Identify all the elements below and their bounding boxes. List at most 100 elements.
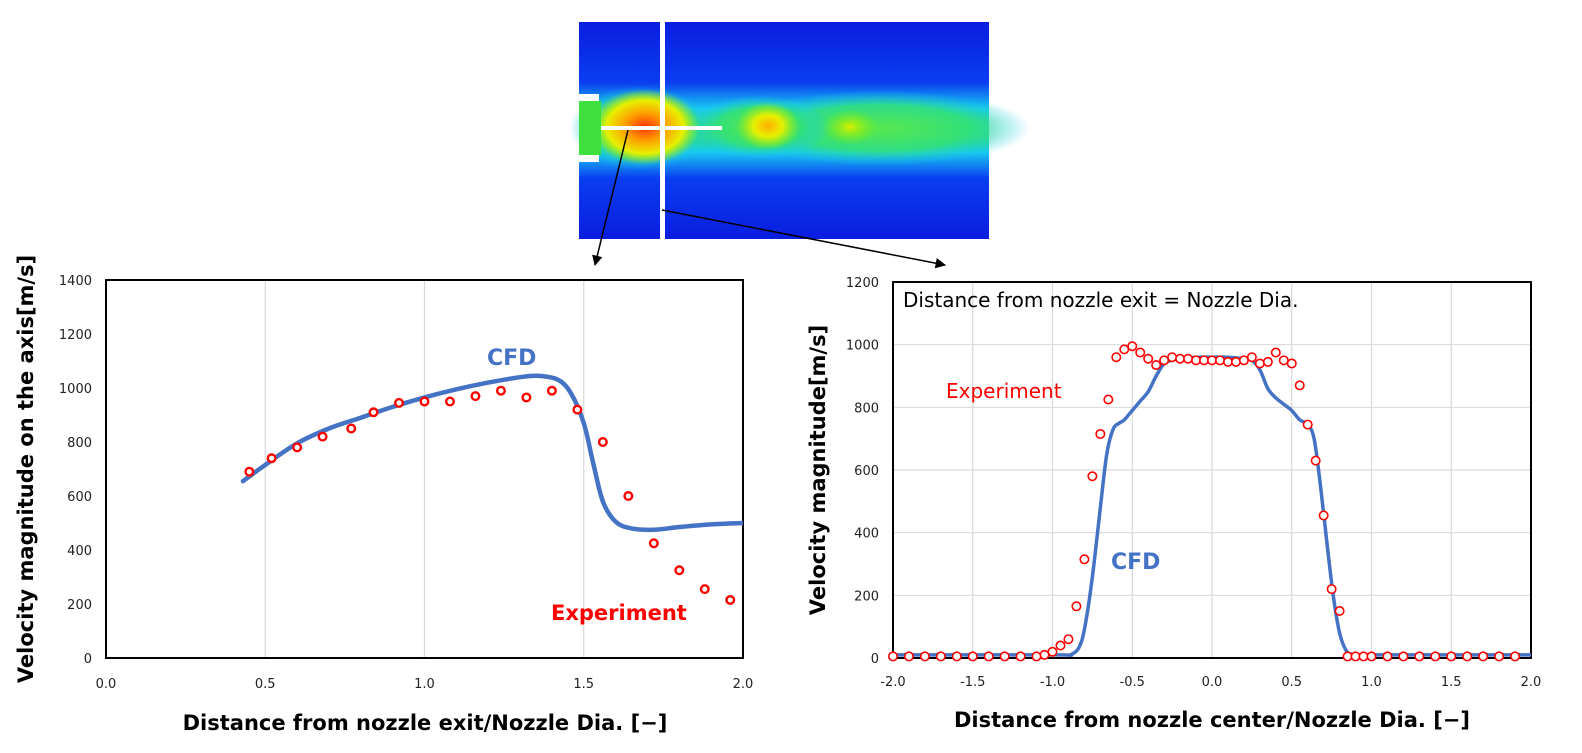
arrow-to-axis-chart bbox=[592, 129, 629, 267]
chart-b-experiment-point bbox=[999, 651, 1010, 662]
chart-a-experiment-point bbox=[648, 538, 659, 549]
chart-b-x-tick-label: -1.5 bbox=[960, 675, 985, 690]
chart-b-x-tick-label: 0.5 bbox=[1281, 675, 1302, 690]
chart-b-experiment-point bbox=[1238, 355, 1249, 366]
chart-a-x-tick-label: 0.5 bbox=[255, 677, 276, 692]
chart-b-experiment-point bbox=[1414, 651, 1425, 662]
chart-b-experiment-label: Experiment bbox=[946, 379, 1062, 403]
chart-a-y-axis-title: Velocity magnitude on the axis[m/s] bbox=[14, 255, 38, 683]
chart-b-experiment-point bbox=[1254, 358, 1265, 369]
chart-a-y-tick-label: 0 bbox=[84, 652, 92, 667]
chart-b-experiment-point bbox=[1047, 646, 1058, 657]
chart-b-plot-frame bbox=[892, 281, 1532, 659]
chart-b-experiment-point bbox=[967, 651, 978, 662]
chart-a-experiment-point bbox=[419, 396, 430, 407]
chart-b-experiment-point bbox=[1127, 341, 1138, 352]
chart-b-y-tick-label: 800 bbox=[854, 401, 879, 416]
chart-a-experiment-point bbox=[292, 442, 303, 453]
chart-b-experiment-point bbox=[1398, 651, 1409, 662]
chart-b-x-tick-label: -2.0 bbox=[880, 675, 905, 690]
chart-b-condition-note: Distance from nozzle exit = Nozzle Dia. bbox=[903, 288, 1298, 312]
chart-b-experiment-point bbox=[1494, 651, 1505, 662]
chart-a-plot-frame bbox=[105, 279, 744, 659]
chart-b-experiment-point bbox=[1143, 353, 1154, 364]
chart-b-experiment-point bbox=[1071, 601, 1082, 612]
chart-b-y-tick-label: 400 bbox=[854, 527, 879, 542]
chart-b-experiment-point bbox=[1119, 344, 1130, 355]
chart-a-experiment-point bbox=[674, 565, 685, 576]
chart-a-y-tick-label: 800 bbox=[67, 436, 92, 451]
chart-b-x-tick-label: -0.5 bbox=[1120, 675, 1145, 690]
chart-b-experiment-point bbox=[1294, 380, 1305, 391]
chart-a-y-tick-label: 1200 bbox=[59, 328, 92, 343]
chart-b-experiment-point bbox=[1015, 651, 1026, 662]
chart-b-experiment-point bbox=[1302, 419, 1313, 430]
chart-a-experiment-point bbox=[521, 392, 532, 403]
chart-a-y-tick-label: 600 bbox=[67, 490, 92, 505]
chart-a-experiment-point bbox=[470, 391, 481, 402]
chart-a-x-tick-label: 1.5 bbox=[573, 677, 594, 692]
chart-b-experiment-point bbox=[1175, 353, 1186, 364]
chart-a-experiment-point bbox=[346, 423, 357, 434]
chart-a-experiment-point bbox=[623, 491, 634, 502]
chart-b-x-tick-label: 0.0 bbox=[1202, 675, 1223, 690]
chart-b-x-axis-title: Distance from nozzle center/Nozzle Dia. … bbox=[954, 708, 1470, 732]
chart-b-experiment-point bbox=[903, 651, 914, 662]
chart-a-experiment-point bbox=[495, 385, 506, 396]
chart-b-experiment-point bbox=[1079, 554, 1090, 565]
chart-a-y-tick-label: 200 bbox=[67, 598, 92, 613]
chart-a-y-tick-label: 1000 bbox=[59, 382, 92, 397]
chart-b-experiment-point bbox=[1087, 471, 1098, 482]
chart-a-experiment-point bbox=[546, 385, 557, 396]
chart-a-grid bbox=[264, 280, 585, 658]
chart-b-experiment-point bbox=[1214, 355, 1225, 366]
chart-b-grid bbox=[893, 282, 1531, 658]
chart-b-experiment-point bbox=[1382, 651, 1393, 662]
chart-b-experiment-point bbox=[1270, 347, 1281, 358]
chart-a-experiment-point bbox=[444, 396, 455, 407]
chart-b-experiment-point bbox=[1462, 651, 1473, 662]
chart-b-experiment-point bbox=[1207, 355, 1218, 366]
chart-b-experiment-point bbox=[1199, 355, 1210, 366]
chart-a-x-tick-label: 2.0 bbox=[733, 677, 754, 692]
chart-b-experiment-point bbox=[1031, 651, 1042, 662]
chart-b-experiment-point bbox=[1430, 651, 1441, 662]
chart-a-cfd-label: CFD bbox=[487, 346, 536, 371]
chart-b-experiment-point bbox=[1334, 605, 1345, 616]
chart-b-experiment-point bbox=[1342, 651, 1353, 662]
chart-a-experiment-point bbox=[597, 437, 608, 448]
chart-a-experiment-point bbox=[699, 584, 710, 595]
chart-a-experiment-point bbox=[368, 407, 379, 418]
chart-b-y-tick-label: 1200 bbox=[846, 276, 879, 291]
chart-b-y-tick-label: 0 bbox=[871, 652, 879, 667]
chart-b-experiment-point bbox=[1246, 352, 1257, 363]
chart-a-x-axis-title: Distance from nozzle exit/Nozzle Dia. [−… bbox=[183, 711, 668, 735]
chart-a-cfd-series-line bbox=[240, 373, 743, 533]
chart-b-cfd-label: CFD bbox=[1111, 550, 1160, 575]
chart-b-y-tick-label: 200 bbox=[854, 589, 879, 604]
chart-b-experiment-point bbox=[1151, 360, 1162, 371]
chart-b-y-axis-title: Velocity magnitude[m/s] bbox=[806, 325, 830, 615]
chart-b-experiment-point bbox=[919, 651, 930, 662]
axis-velocity-chart: 0.0 0.5 1.0 1.5 2.0 0 200 400 600 800 1000 1200 1400… bbox=[14, 255, 753, 735]
chart-a-x-tick-label: 1.0 bbox=[414, 677, 435, 692]
chart-b-experiment-point bbox=[1478, 651, 1489, 662]
chart-a-x-tick-label: 0.0 bbox=[96, 677, 117, 692]
chart-b-experiment-point bbox=[1366, 651, 1377, 662]
cfd-velocity-contour-image bbox=[570, 22, 1030, 239]
chart-b-x-tick-label: 2.0 bbox=[1521, 675, 1542, 690]
chart-b-experiment-point bbox=[1278, 355, 1289, 366]
chart-b-experiment-point bbox=[1039, 649, 1050, 660]
chart-a-experiment-label: Experiment bbox=[551, 601, 687, 625]
chart-b-experiment-point bbox=[983, 651, 994, 662]
chart-b-experiment-point bbox=[1159, 355, 1170, 366]
chart-b-y-tick-label: 1000 bbox=[846, 339, 879, 354]
chart-a-experiment-point bbox=[317, 431, 328, 442]
chart-b-x-tick-label: -1.0 bbox=[1040, 675, 1065, 690]
chart-a-y-tick-label: 1400 bbox=[59, 274, 92, 289]
chart-a-experiment-point bbox=[725, 594, 736, 605]
chart-b-experiment-point bbox=[1183, 353, 1194, 364]
chart-b-experiment-point bbox=[1286, 358, 1297, 369]
chart-b-experiment-point bbox=[1063, 634, 1074, 645]
